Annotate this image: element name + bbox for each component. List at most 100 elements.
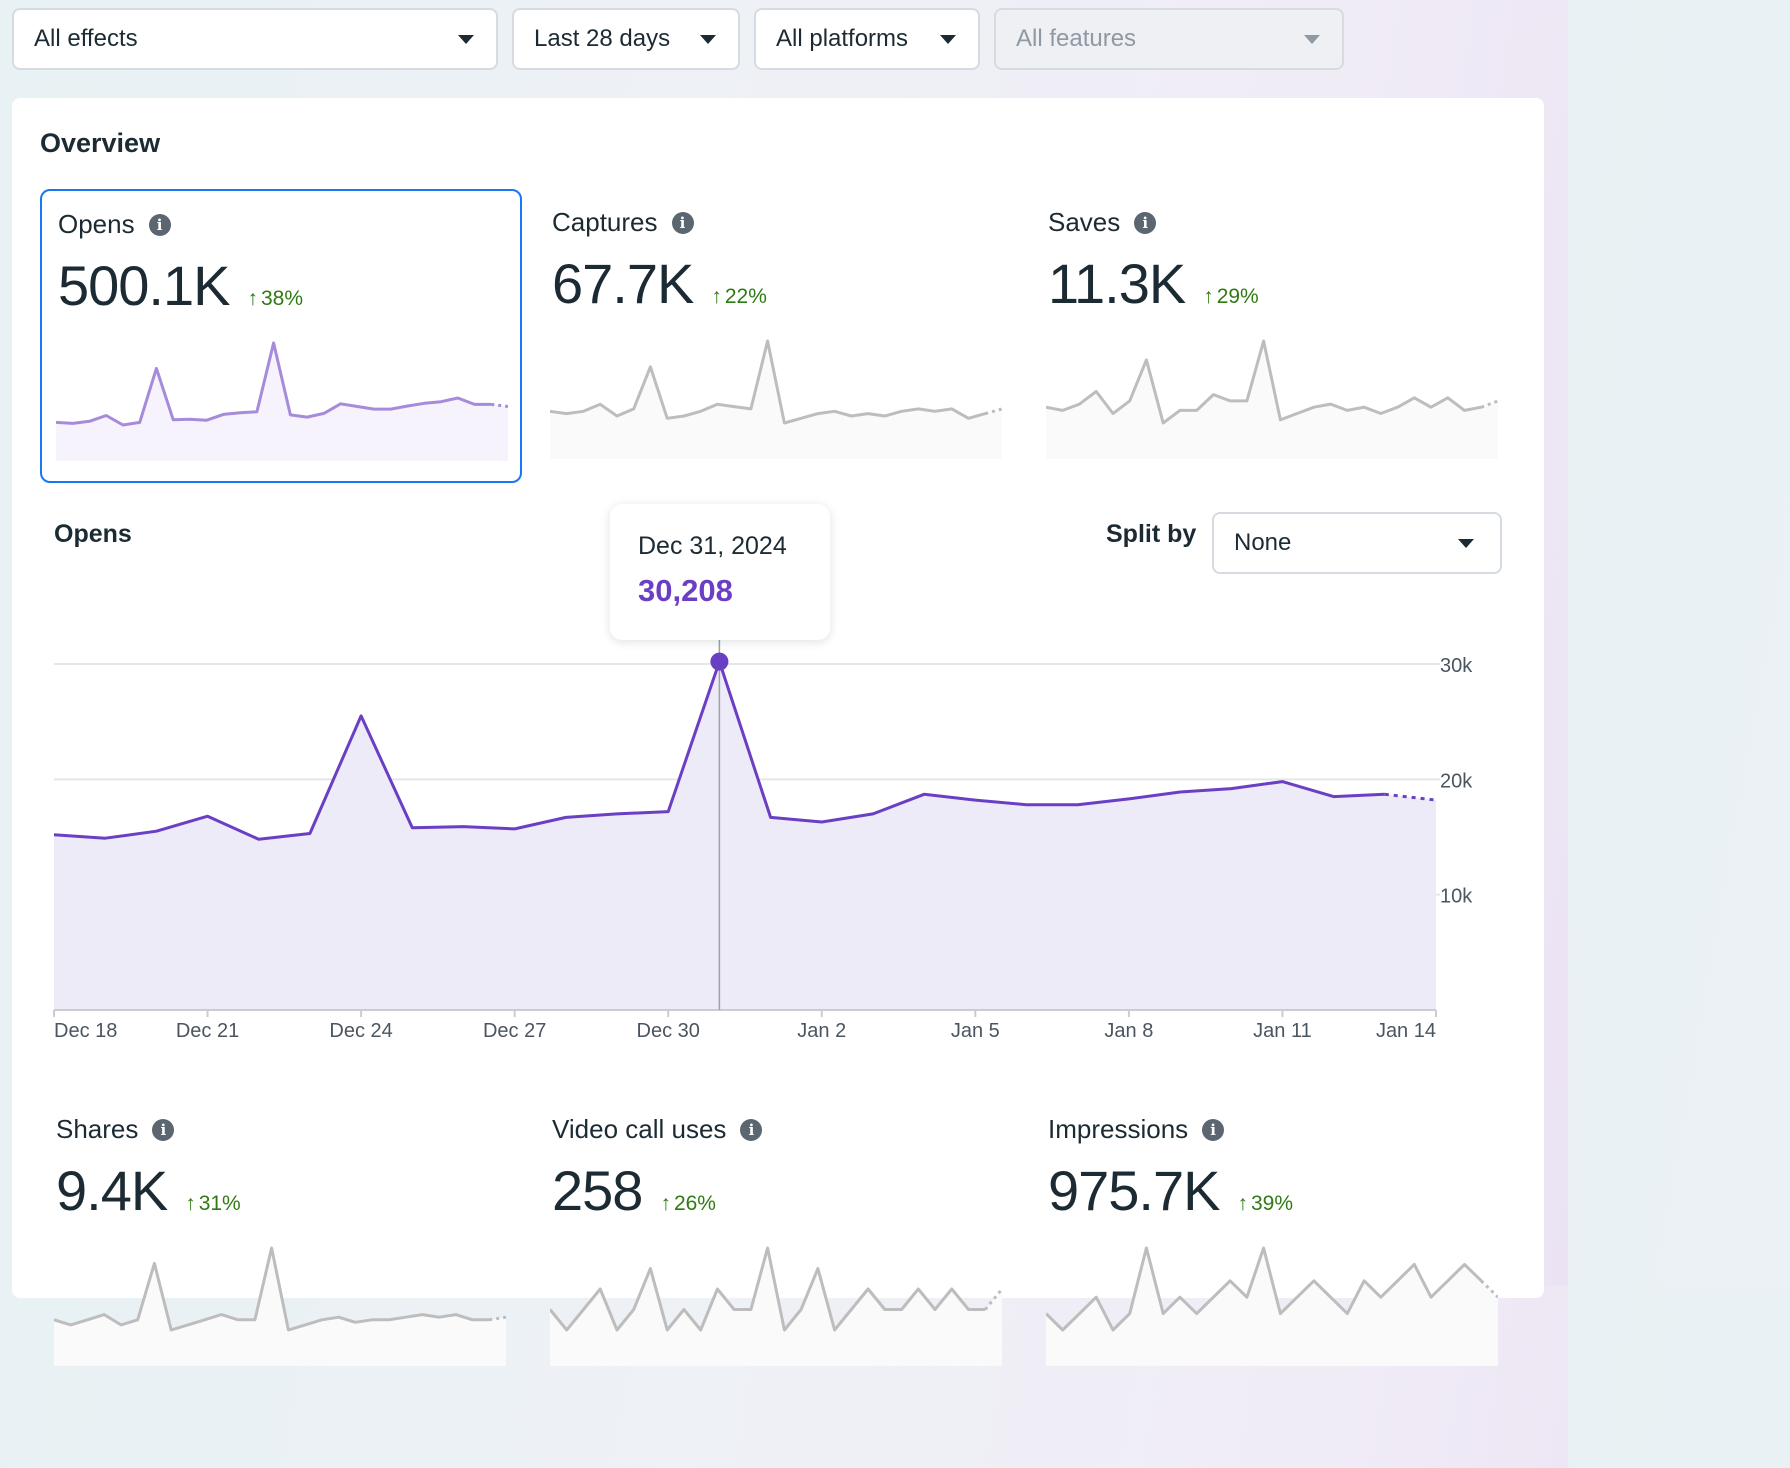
- tooltip-date: Dec 31, 2024: [638, 532, 787, 560]
- x-tick-label: Dec 18: [54, 1020, 117, 1042]
- metric-value: 67.7K ↑ 22%: [552, 251, 767, 316]
- metric-header: Captures i: [552, 207, 694, 238]
- metric-label: Shares: [56, 1114, 139, 1144]
- caret-down-icon: [700, 34, 716, 44]
- split-by-value: None: [1234, 529, 1292, 556]
- y-tick-label: 30k: [1440, 655, 1473, 677]
- tooltip-value: 30,208: [638, 573, 733, 608]
- sparkline-line: [550, 339, 986, 425]
- sparkline-opens: [56, 341, 508, 461]
- split-by-label: Split by: [1106, 520, 1197, 548]
- metric-change: ↑ 29%: [1203, 285, 1259, 309]
- metric-card-impressions[interactable]: Impressions i 975.7K ↑ 39%: [1032, 1096, 1514, 1390]
- x-tick-label: Dec 21: [176, 1020, 239, 1042]
- metric-card-captures[interactable]: Captures i 67.7K ↑ 22%: [536, 189, 1018, 483]
- metric-header: Impressions i: [1048, 1114, 1225, 1145]
- info-icon[interactable]: i: [671, 211, 694, 234]
- info-icon[interactable]: i: [1134, 211, 1157, 234]
- metric-change-value: 38%: [261, 287, 304, 310]
- metric-card-opens[interactable]: Opens i 500.1K ↑ 38%: [40, 189, 522, 483]
- sparkline-area: [550, 1248, 1002, 1366]
- chart-title: Opens: [54, 520, 132, 548]
- sparkline-partial-line: [984, 1288, 1002, 1311]
- sparkline-video-call-uses: [550, 1246, 1002, 1366]
- metric-change: ↑ 38%: [248, 287, 304, 311]
- metric-header: Opens i: [58, 209, 171, 240]
- x-tick-label: Dec 30: [637, 1020, 700, 1042]
- overview-panel: Overview Opens i 500.1K ↑ 38% Captures i…: [12, 98, 1544, 1366]
- sparkline-partial-line: [489, 1315, 506, 1322]
- metric-change-value: 31%: [198, 1192, 241, 1215]
- arrow-up-icon: ↑: [185, 1192, 196, 1215]
- metric-value: 258 ↑ 26%: [552, 1158, 716, 1223]
- metric-value-number: 9.4K: [56, 1159, 168, 1222]
- metric-header: Video call uses i: [552, 1114, 763, 1145]
- arrow-up-icon: ↑: [247, 287, 259, 310]
- metric-change-value: 29%: [1216, 285, 1259, 308]
- metric-header: Saves i: [1048, 207, 1157, 238]
- sparkline-line: [54, 1246, 490, 1332]
- caret-down-icon: [458, 34, 474, 44]
- metric-label: Video call uses: [552, 1114, 727, 1144]
- sparkline-line: [56, 341, 492, 427]
- sparkline-saves: [1046, 339, 1498, 459]
- caret-down-icon: [1304, 34, 1320, 44]
- caret-down-icon: [1458, 538, 1474, 548]
- sparkline-area: [1046, 1248, 1498, 1366]
- sparkline-partial-line: [1480, 399, 1498, 409]
- sparkline-line: [550, 1246, 986, 1332]
- metric-change: ↑ 26%: [660, 1192, 716, 1216]
- x-tick-label: Jan 14: [1376, 1020, 1436, 1042]
- metric-change: ↑ 31%: [185, 1192, 241, 1216]
- info-icon[interactable]: i: [148, 213, 171, 236]
- arrow-up-icon: ↑: [1237, 1192, 1249, 1215]
- y-tick-label: 10k: [1440, 886, 1473, 908]
- overview-title: Overview: [40, 128, 161, 158]
- metric-label: Saves: [1048, 207, 1121, 237]
- date-range-dropdown[interactable]: Last 28 days: [512, 8, 740, 70]
- metric-card-shares[interactable]: Shares i 9.4K ↑ 31%: [40, 1096, 522, 1390]
- sparkline-captures: [550, 339, 1002, 459]
- sparkline-partial-line: [984, 407, 1002, 416]
- sparkline-shares: [54, 1246, 506, 1366]
- metric-header: Shares i: [56, 1114, 175, 1145]
- metric-change-value: 26%: [673, 1192, 716, 1215]
- metric-value-number: 500.1K: [58, 254, 230, 317]
- x-tick-label: Jan 11: [1253, 1020, 1312, 1042]
- sparkline-partial-line: [491, 402, 508, 408]
- sparkline-impressions: [1046, 1246, 1498, 1366]
- metric-value-number: 975.7K: [1048, 1159, 1220, 1222]
- metric-change: ↑ 22%: [711, 285, 767, 309]
- sparkline-area: [550, 341, 1002, 459]
- metric-label: Impressions: [1048, 1114, 1189, 1144]
- hover-point: [710, 652, 729, 671]
- effects-filter-label: All effects: [34, 25, 138, 52]
- features-filter-dropdown: All features: [994, 8, 1344, 70]
- features-filter-label: All features: [1016, 25, 1137, 52]
- metric-label: Captures: [552, 207, 658, 237]
- sparkline-area: [1046, 341, 1498, 459]
- x-tick-label: Jan 8: [1104, 1020, 1153, 1042]
- metric-card-saves[interactable]: Saves i 11.3K ↑ 29%: [1032, 189, 1514, 483]
- metric-change-value: 22%: [724, 285, 767, 308]
- metric-value: 500.1K ↑ 38%: [58, 253, 303, 318]
- metric-label: Opens: [58, 209, 135, 239]
- arrow-up-icon: ↑: [1203, 285, 1214, 308]
- chart-area: [54, 661, 1436, 1010]
- split-by-dropdown[interactable]: None: [1212, 512, 1502, 574]
- opens-chart[interactable]: 10k 20k 30k Dec 18 Dec 21 Dec 24 Dec 27 Dec 30 J…: [12, 98, 1544, 1098]
- info-icon[interactable]: i: [740, 1118, 763, 1141]
- info-icon[interactable]: i: [1202, 1118, 1225, 1141]
- metric-card-video-call-uses[interactable]: Video call uses i 258 ↑ 26%: [536, 1096, 1018, 1390]
- platforms-filter-label: All platforms: [776, 25, 909, 52]
- platforms-filter-dropdown[interactable]: All platforms: [754, 8, 980, 70]
- caret-down-icon: [940, 34, 956, 44]
- sparkline-area: [54, 1248, 506, 1366]
- metric-value-number: 258: [552, 1159, 643, 1222]
- metric-value: 9.4K ↑ 31%: [56, 1158, 241, 1223]
- y-tick-label: 20k: [1440, 770, 1473, 792]
- metric-value: 975.7K ↑ 39%: [1048, 1158, 1293, 1223]
- info-icon[interactable]: i: [152, 1118, 175, 1141]
- x-tick-label: Dec 24: [329, 1020, 392, 1042]
- effects-filter-dropdown[interactable]: All effects: [12, 8, 498, 70]
